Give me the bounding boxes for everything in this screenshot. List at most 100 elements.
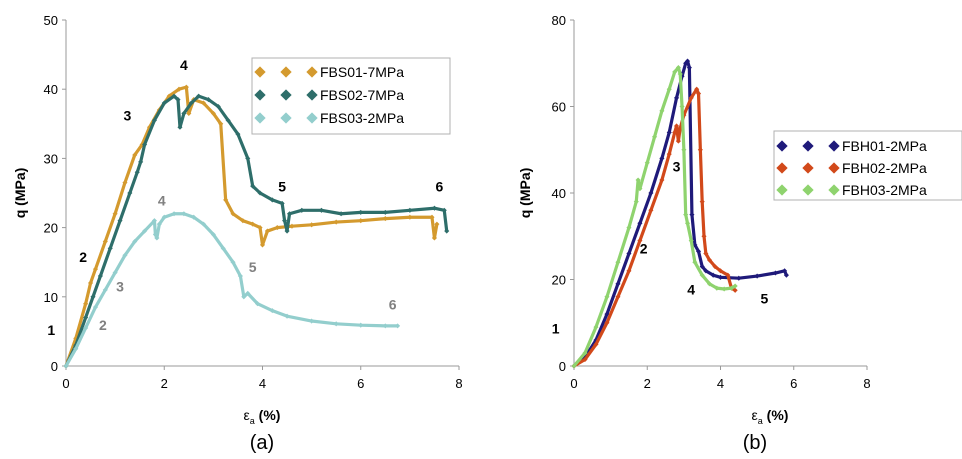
chart-a-series-1-point <box>434 221 440 227</box>
chart-a-stage-label: 5 <box>278 179 286 195</box>
chart-a-series-2-point <box>235 131 241 137</box>
chart-b-series-3-point <box>582 350 588 356</box>
chart-b-series-1-point <box>689 212 695 218</box>
chart-a-stage-label: 4 <box>158 192 166 208</box>
chart-b-series-1-point <box>783 272 789 278</box>
chart-a-stage-label: 3 <box>116 278 124 294</box>
chart-a-stage-label: 4 <box>180 57 188 73</box>
chart-a-legend-label: FBS01-7MPa <box>320 64 404 80</box>
chart-a-series-3-point <box>333 321 339 327</box>
chart-panel-a: 0 10 20 30 40 50 0 2 4 6 8 1 2 3 4 5 6 2 3 4 5 6 FBS01-7MPa FB… <box>12 13 463 454</box>
chart-a-series-2-point <box>431 205 437 211</box>
chart-a-series-2-point <box>107 245 113 251</box>
chart-b-series-1 <box>571 58 789 369</box>
chart-a-series-3-point <box>241 294 247 300</box>
chart-a-series-2-point <box>245 155 251 161</box>
chart-b-y-tick-label: 60 <box>552 100 566 115</box>
chart-b-series-3-point <box>728 285 735 291</box>
chart-a-series-2-point <box>250 183 256 189</box>
chart-b-legend-label: FBH02-2MPa <box>842 160 927 176</box>
chart-a-series-2-point <box>225 117 231 123</box>
chart-b-x-tick-label: 4 <box>717 376 724 391</box>
chart-a-y-tick-label: 50 <box>44 13 58 28</box>
chart-b-series-1-point <box>710 272 716 278</box>
chart-a-series-2 <box>63 93 450 369</box>
chart-a-series-1-point <box>407 214 413 220</box>
chart-a-series-1-point <box>240 218 246 224</box>
chart-a-series-2-point <box>338 211 344 217</box>
chart-a-series-1-point <box>333 219 339 225</box>
chart-a-y-tick-label: 0 <box>51 359 58 374</box>
chart-a-y-tick-label: 20 <box>44 221 58 236</box>
chart-b-x-axis-label: εa (%) <box>752 407 789 426</box>
chart-a-series-3-point <box>171 211 177 217</box>
chart-a-series-2-point <box>282 218 288 224</box>
chart-a-series-2-point <box>299 207 305 213</box>
chart-a-series-3 <box>63 211 401 369</box>
chart-a-series-2-point <box>284 228 290 234</box>
chart-panel-b: 0 20 40 60 80 0 2 4 6 8 1 2 3 4 5 FBH01-2MPa FBH02-2MPa… <box>517 13 962 454</box>
chart-a-x-axis-label: εa (%) <box>244 407 281 426</box>
chart-b-legend: FBH01-2MPa FBH02-2MPa FBH03-2MPa <box>776 138 927 198</box>
chart-a-series-3-point <box>269 308 275 314</box>
chart-b-stage-label: 2 <box>640 241 648 257</box>
chart-a-series-3-point <box>395 323 401 329</box>
chart-a-plot-area: 0 10 20 30 40 50 0 2 4 6 8 1 2 3 4 5 6 2 3 4 5 6 <box>44 13 463 391</box>
chart-b-legend-marker <box>828 162 840 174</box>
chart-a-series-3-point <box>161 214 167 220</box>
chart-b-series-3-point <box>684 220 691 226</box>
chart-a-series-1-point <box>186 110 192 116</box>
chart-b-y-axis-label: q (MPa) <box>517 168 533 219</box>
chart-b-stage-label: 5 <box>761 290 769 306</box>
chart-a-series-3-point <box>102 287 108 293</box>
chart-a-series-1-point <box>102 238 108 244</box>
chart-b-y-tick-label: 0 <box>559 359 566 374</box>
chart-a-series-1-point <box>309 222 315 228</box>
chart-a-series-3-point <box>132 238 138 244</box>
chart-a-series-3-point <box>92 304 99 310</box>
chart-b-series-2-point <box>615 294 621 300</box>
chart-a-series-3-point <box>191 214 197 220</box>
chart-b-legend-marker <box>776 140 788 152</box>
chart-a-series-3-point <box>230 259 236 265</box>
chart-a-series-2-line <box>64 94 449 367</box>
chart-a-series-3-point <box>237 273 243 279</box>
chart-a-series-2-point <box>127 190 133 196</box>
chart-a-series-2-point <box>444 228 450 234</box>
chart-a-series-1-point <box>122 180 128 186</box>
chart-a-y-tick-label: 30 <box>44 151 58 166</box>
chart-b-plot-area: 0 20 40 60 80 0 2 4 6 8 1 2 3 4 5 <box>552 13 871 391</box>
chart-b-y-tick-label: 40 <box>552 186 566 201</box>
chart-a-series-3-point <box>154 235 160 241</box>
chart-a-series-3-point <box>255 301 261 307</box>
chart-a-series-3-point <box>284 313 290 319</box>
chart-a-series-2-point <box>181 110 187 116</box>
chart-b-series-1-point <box>695 248 702 254</box>
chart-a-series-2-point <box>142 142 148 148</box>
chart-a-series-3-point <box>245 290 251 296</box>
chart-a-x-tick-label: 6 <box>357 376 364 391</box>
chart-b-legend-marker <box>802 184 814 196</box>
chart-b-series-3-point <box>571 363 577 369</box>
chart-a-series-1-point <box>92 266 99 272</box>
chart-a-series-1-point <box>358 218 364 224</box>
chart-a-stage-label: 3 <box>124 107 132 123</box>
chart-b-series-3-point <box>679 103 685 110</box>
chart-b-series-2-point <box>712 263 718 270</box>
chart-b-x-tick-label: 8 <box>863 376 870 391</box>
chart-a-series-1-point <box>223 197 229 203</box>
chart-b-series-1-point <box>604 311 610 317</box>
chart-b-series-3-point <box>699 272 705 278</box>
chart-b-x-tick-label: 2 <box>644 376 651 391</box>
chart-a-y-tick-label: 40 <box>44 82 58 97</box>
chart-b-legend-item-2: FBH02-2MPa <box>776 160 927 176</box>
chart-b-legend-item-3: FBH03-2MPa <box>776 182 927 198</box>
chart-a-series-1-point <box>132 152 138 158</box>
chart-a-series-1-point <box>382 216 388 222</box>
chart-a-series-3-point <box>156 221 162 227</box>
chart-b-y-tick-label: 80 <box>552 13 566 28</box>
chart-a-stage-label: 6 <box>435 179 443 195</box>
chart-a-stage-label: 6 <box>389 296 397 312</box>
chart-b-series-1-point <box>699 263 705 270</box>
chart-a-series-3-point <box>382 323 388 329</box>
